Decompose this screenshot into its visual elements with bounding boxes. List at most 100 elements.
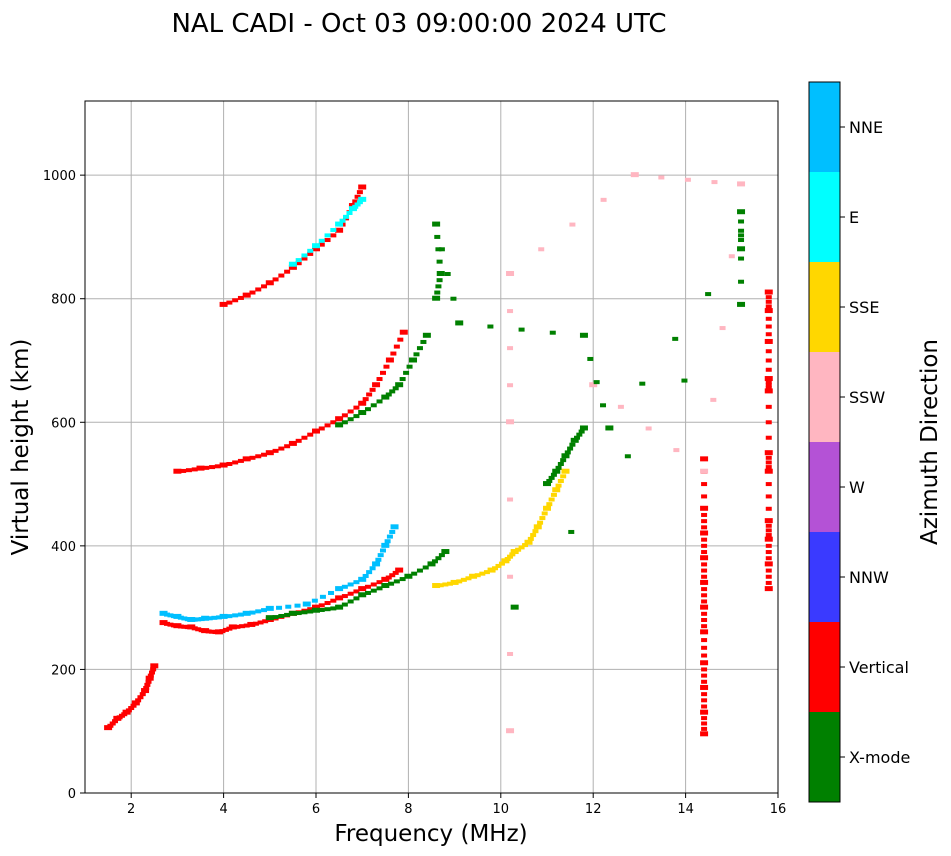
echo-point [242,456,251,462]
echo-point [764,338,773,344]
echo-point [324,601,331,606]
echo-point [630,172,639,178]
echo-point [479,571,486,576]
echo-point [422,565,429,570]
echo-point [765,533,772,538]
echo-point [232,613,239,618]
echo-point [145,675,154,681]
echo-point [288,264,297,270]
echo-point [561,468,570,474]
series-vertical [104,663,159,731]
echo-point [381,583,390,589]
echo-point [388,581,395,586]
echo-point [546,502,553,507]
echo-point [295,258,302,263]
echo-point [533,524,542,530]
echo-point [185,468,192,473]
echo-point [507,383,514,388]
echo-point [701,593,708,598]
colorbar-ticks: X-mode Vertical NNW W SSW SSE E NNE [840,118,910,767]
echo-point [474,573,481,578]
series-ssw [506,172,746,734]
echo-point [444,272,451,276]
echo-point [567,446,574,451]
echo-point [335,227,344,233]
echo-point [318,426,325,431]
echo-point [209,465,216,470]
data-marks [104,172,773,737]
echo-point [278,273,285,278]
echo-point [341,413,348,418]
echo-point [364,590,371,595]
echo-point [301,610,308,615]
echo-point [201,615,210,621]
echo-point [570,437,579,443]
echo-point [302,601,311,607]
echo-point [765,556,772,561]
echo-point [288,440,297,446]
echo-point [404,573,413,579]
echo-point [232,298,239,303]
echo-point [318,603,325,608]
echo-point [386,534,393,539]
echo-point [568,529,575,534]
echo-point [701,543,708,548]
echo-point [537,520,544,525]
echo-point [552,468,561,474]
echo-point [389,389,396,394]
echo-point [701,537,708,542]
echo-point [377,553,384,558]
echo-point [438,247,445,252]
echo-point [187,617,196,622]
colorbar-frame [808,81,841,803]
echo-point [222,627,229,632]
echo-point [765,543,772,548]
echo-point [376,399,383,404]
echo-point [376,377,383,382]
echo-point [164,612,171,617]
echo-point [710,397,717,402]
echo-point [173,623,182,629]
echo-point [507,309,514,314]
echo-point [370,582,377,587]
echo-point [112,719,119,724]
echo-point [284,612,291,617]
echo-point [393,579,400,584]
echo-point [362,573,369,578]
echo-point [239,624,246,629]
echo-point [285,604,292,609]
echo-point [507,574,514,579]
echo-point [543,481,551,487]
echo-point [312,428,320,434]
echo-point [411,571,418,576]
echo-point [765,482,772,487]
echo-point [301,256,308,261]
echo-point [358,592,367,598]
echo-point [701,716,708,721]
echo-point [765,316,772,321]
echo-point [347,599,354,604]
echo-point [181,616,188,621]
series-x-mode [335,332,431,428]
echo-point [381,394,390,400]
echo-point [624,454,631,459]
echo-point [701,692,708,697]
echo-point [252,621,259,626]
echo-point [435,247,442,252]
echo-point [335,416,344,422]
echo-point [347,582,354,587]
echo-point [765,367,772,372]
echo-point [557,461,564,466]
echo-point [381,576,390,582]
plot-background [85,101,778,793]
colorbar-segment-ssw [809,352,840,442]
echo-point [527,536,534,541]
echo-point [234,624,241,629]
series-vertical [764,289,773,592]
echo-point [639,381,646,386]
echo-point [728,254,735,259]
echo-point [700,456,709,462]
echo-point [435,556,442,561]
echo-point [510,549,519,555]
echo-point [764,450,773,456]
